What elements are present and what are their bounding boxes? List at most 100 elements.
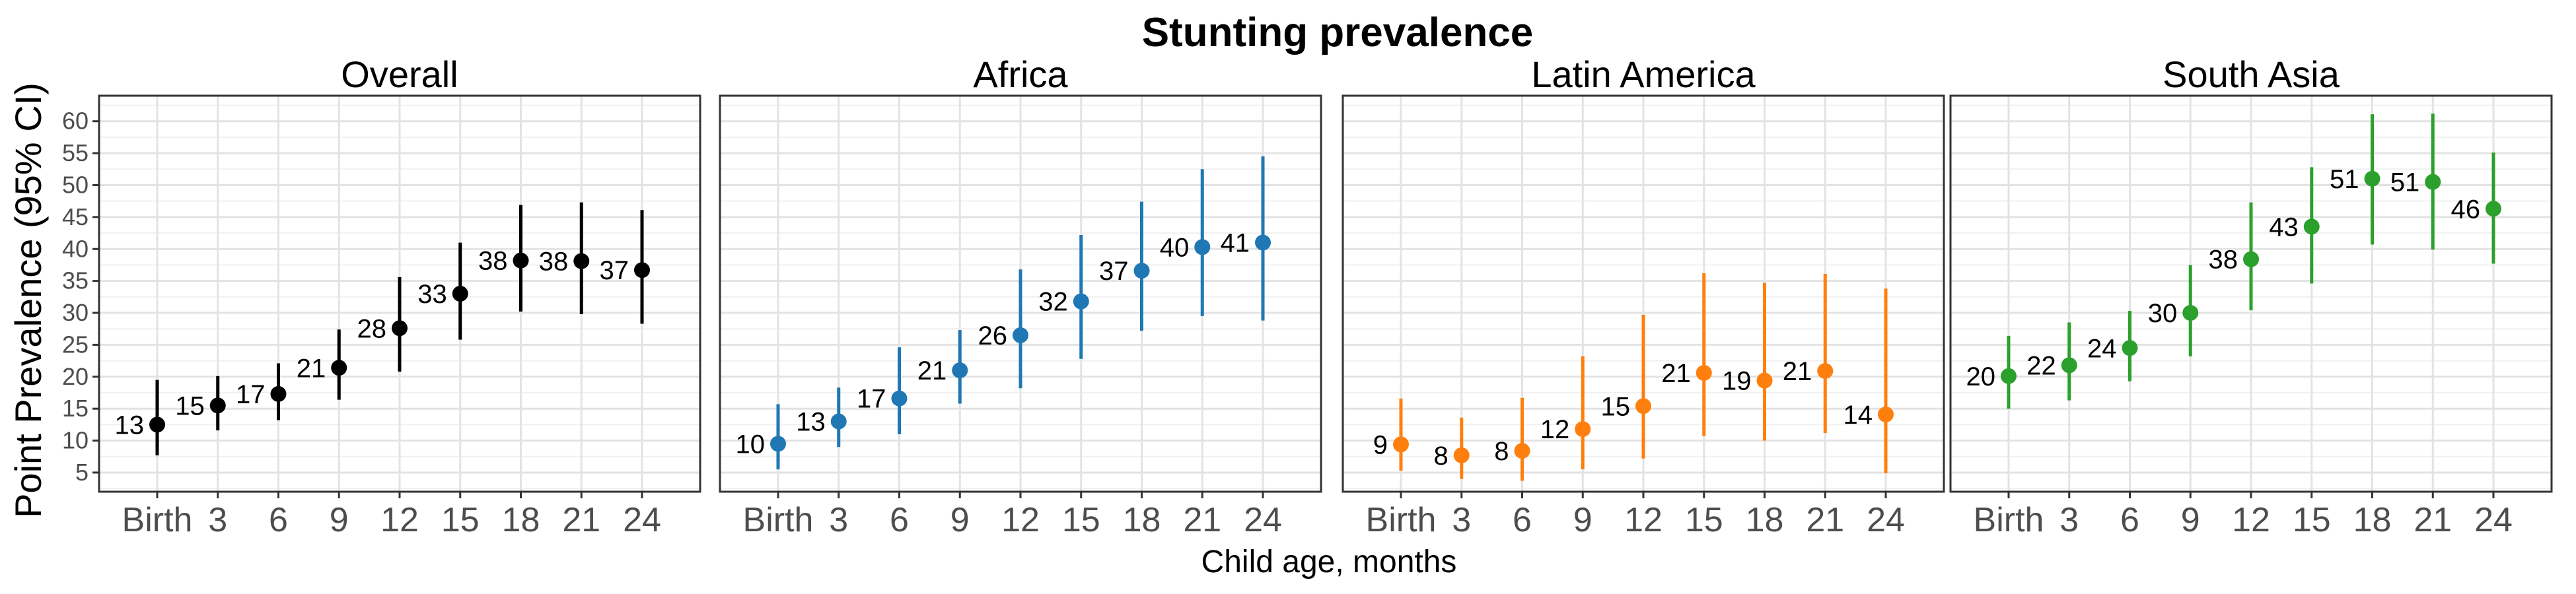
data-point [2243,251,2259,267]
facet-panels: Overall 5 10 15 20 25 30 35 40 45 50 55 60 Birth 3 6 9 12… [62,53,2553,539]
data-point [2061,357,2077,374]
data-point [1514,443,1530,459]
y-tick-label: 25 [62,331,89,358]
data-point [952,362,968,379]
data-label: 13 [796,408,826,437]
y-axis-label: Point Prevalence (95% CI) [7,82,49,518]
data-label: 13 [115,411,145,440]
data-point [1393,436,1409,453]
data-point [2486,201,2501,217]
data-label: 32 [1038,288,1068,317]
x-tick-label: 15 [2293,501,2331,539]
panel-latin-america: Latin America Birth 3 6 9 12 15 18 21 24 9 8 8 12 15 21… [1342,53,1945,539]
y-tick-label: 55 [62,139,89,166]
panel-overall: Overall 5 10 15 20 25 30 35 40 45 50 55 60 Birth 3 6 9 12… [62,53,701,539]
x-tick-label: Birth [1366,501,1437,539]
data-point [1073,293,1089,310]
data-point [1635,398,1651,414]
data-label: 28 [357,314,387,343]
data-label: 12 [1540,415,1570,444]
data-point [1194,239,1211,255]
panel-title: Africa [973,53,1068,95]
x-tick-label: Birth [743,501,814,539]
data-label: 41 [1221,229,1250,258]
data-label: 40 [1160,233,1190,262]
x-tick-label: 9 [2181,501,2200,539]
data-point [149,416,165,433]
data-label: 17 [236,380,266,409]
data-label: 9 [1373,430,1388,459]
y-tick-label: 20 [62,363,89,390]
data-point [452,286,468,302]
x-tick-label: 6 [1513,501,1532,539]
data-point [1575,421,1591,438]
x-tick-label: Birth [1974,501,2044,539]
data-point [2001,368,2017,384]
data-label: 37 [600,256,629,285]
x-tick-label: 18 [2353,501,2392,539]
y-tick-label: 5 [75,459,89,486]
data-label: 26 [978,321,1008,350]
data-point [2364,170,2380,187]
x-tick-label: 6 [890,501,909,539]
data-label: 46 [2451,195,2481,224]
data-point [1255,234,1271,251]
x-tick-label: 24 [2474,501,2513,539]
y-tick-label: 15 [62,395,89,422]
x-tick-label: 12 [2232,501,2270,539]
chart-title: Stunting prevalence [1142,10,1534,55]
data-label: 10 [736,430,766,459]
x-tick-label: 24 [1244,501,1282,539]
data-point [1133,263,1150,279]
x-tick-label: 3 [1452,501,1471,539]
data-label: 43 [2269,213,2299,242]
panel-south-asia: South Asia Birth 3 6 9 12 15 18 21 24 20 22 24 30 38 43… [1949,53,2553,539]
panel-title: South Asia [2163,53,2340,95]
data-label: 24 [2087,334,2117,363]
data-label: 14 [1843,401,1873,430]
data-label: 33 [417,280,447,309]
x-tick-label: 21 [1183,501,1221,539]
x-tick-label: 12 [380,501,419,539]
panel-title: Latin America [1531,53,1756,95]
x-tick-label: 9 [330,501,349,539]
data-label: 51 [2390,168,2420,197]
x-tick-label: 18 [502,501,540,539]
x-tick-label: 24 [1867,501,1905,539]
data-label: 17 [857,385,886,414]
data-label: 22 [2026,351,2056,380]
data-point [830,413,847,430]
data-label: 21 [1783,357,1812,386]
data-label: 38 [2209,246,2238,275]
data-label: 37 [1099,257,1129,286]
data-label: 15 [1601,392,1631,421]
data-point [2122,340,2138,356]
data-point [209,397,226,414]
data-point [2303,218,2320,235]
x-tick-label: 21 [2414,501,2452,539]
data-point [634,262,650,279]
data-point [1756,372,1773,389]
data-point [573,253,590,269]
data-label: 19 [1722,367,1752,396]
data-point [1453,447,1470,463]
data-point [1817,363,1834,380]
data-label: 8 [1494,437,1509,466]
y-tick-label: 10 [62,427,89,454]
y-tick-label: 30 [62,299,89,326]
x-tick-label: 24 [623,501,661,539]
y-tick-label: 40 [62,235,89,262]
x-tick-label: Birth [122,501,193,539]
data-label: 38 [539,248,569,277]
data-label: 21 [1661,359,1691,388]
x-tick-label: 6 [269,501,288,539]
y-tick-label: 45 [62,203,89,230]
x-tick-label: 9 [1573,501,1592,539]
data-point [1013,327,1028,343]
data-label: 21 [297,354,326,383]
data-point [891,390,908,407]
x-tick-label: 9 [950,501,970,539]
x-tick-label: 6 [2120,501,2139,539]
data-point [770,436,786,452]
data-label: 21 [917,356,947,385]
